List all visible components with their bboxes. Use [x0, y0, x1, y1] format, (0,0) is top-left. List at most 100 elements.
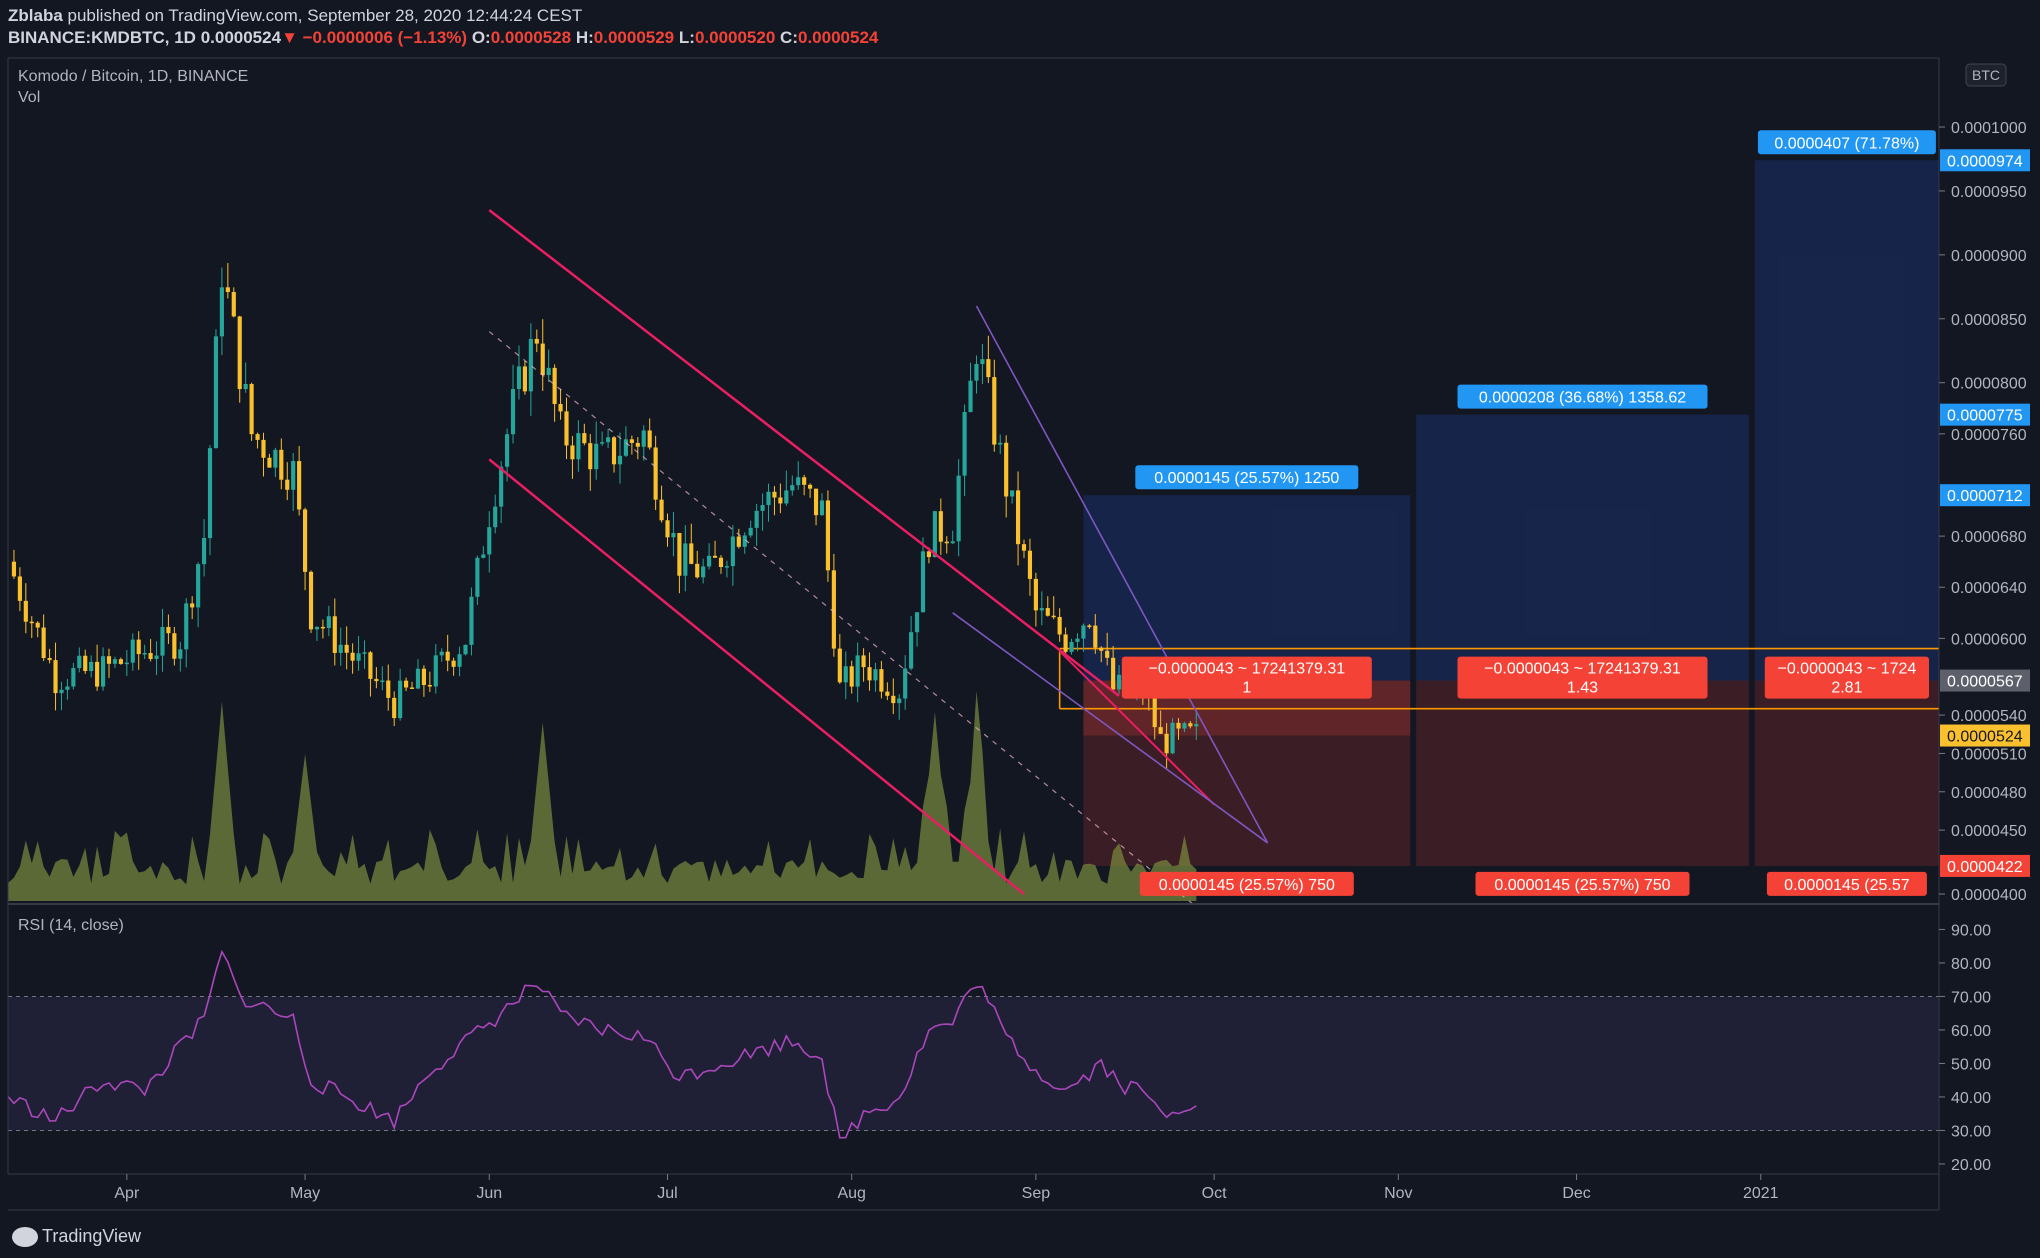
candle — [356, 636, 361, 671]
candle — [766, 483, 771, 522]
candle-body — [1045, 608, 1050, 616]
rsi-label: RSI (14, close) — [18, 917, 124, 934]
target-zone — [1083, 495, 1411, 681]
candle — [35, 621, 40, 638]
candle — [308, 570, 314, 633]
candle — [1188, 720, 1193, 729]
candle-body — [522, 366, 527, 392]
candle-body — [808, 484, 813, 489]
candle — [992, 359, 997, 452]
candle — [522, 360, 527, 395]
candle-body — [1069, 641, 1074, 652]
candle-body — [124, 662, 129, 665]
author-name[interactable]: Zblaba — [8, 6, 63, 25]
candle — [398, 668, 403, 721]
candle-body — [481, 554, 486, 558]
candle-body — [909, 632, 914, 669]
candle — [11, 549, 17, 579]
candle-body — [213, 336, 219, 449]
candle-body — [1033, 578, 1038, 611]
candle-body — [59, 689, 64, 694]
candle-body — [47, 657, 52, 661]
price-marker-text: 0.0000567 — [1947, 674, 2023, 691]
candle — [944, 536, 949, 554]
price-marker-text: 0.0000974 — [1947, 153, 2023, 170]
candle — [178, 641, 183, 672]
candle-body — [611, 437, 617, 465]
candle — [1004, 435, 1009, 518]
rsi-tick-label: 40.00 — [1951, 1090, 1991, 1107]
candle-body — [71, 668, 76, 687]
candle-body — [302, 509, 308, 572]
candle-body — [707, 555, 712, 567]
candle — [677, 532, 682, 594]
candle-body — [546, 367, 551, 375]
candle-body — [469, 596, 474, 645]
rsi-tick-label: 20.00 — [1951, 1157, 1991, 1174]
stop-label-box — [1475, 871, 1690, 896]
channel-extension-line — [1058, 650, 1215, 806]
candle — [980, 343, 985, 385]
time-tick-label: Sep — [1022, 1185, 1051, 1202]
price-change: −0.0000006 (−1.13%) — [302, 28, 468, 47]
candle — [1039, 591, 1044, 626]
target-label-text: 0.0000407 (71.78%) — [1774, 135, 1919, 152]
price-axis[interactable]: 0.00010000.00009500.00009000.00008500.00… — [1939, 120, 2027, 1174]
currency-badge-box[interactable] — [1965, 63, 2007, 87]
candle-body — [576, 433, 581, 460]
candle-body — [77, 655, 82, 669]
brand-name[interactable]: TradingView — [42, 1226, 142, 1246]
candle — [861, 648, 866, 682]
candle — [790, 475, 795, 496]
candle — [1021, 539, 1027, 559]
candle-body — [843, 666, 848, 683]
candle — [213, 329, 219, 449]
time-axis[interactable]: Apr May Jun Jul Aug Sep Oct Nov Dec 2021 — [114, 1174, 1779, 1202]
candle — [950, 530, 955, 544]
candle — [1027, 538, 1033, 596]
candle-body — [380, 680, 385, 683]
candle — [1010, 490, 1015, 504]
candle-body — [736, 536, 741, 547]
wedge-upper-line — [975, 305, 1269, 844]
candle — [148, 639, 153, 662]
price-tick-label: 0.0000640 — [1951, 580, 2027, 597]
candle — [712, 540, 718, 558]
risk-ratio-text: 2.81 — [1831, 680, 1862, 697]
candle-body — [594, 443, 599, 470]
candle — [1045, 596, 1050, 617]
chart-frame — [7, 57, 1940, 1211]
price-marker-text: 0.0000712 — [1947, 488, 2023, 505]
candle — [938, 498, 943, 555]
currency-text: BTC — [1972, 67, 2000, 83]
candle — [641, 425, 646, 461]
candle-body — [671, 532, 676, 538]
candle-body — [29, 621, 34, 624]
candle — [142, 644, 147, 660]
candle-body — [172, 633, 177, 659]
candle-body — [279, 449, 284, 480]
candle — [17, 567, 22, 612]
candle-body — [980, 359, 985, 364]
candle-body — [148, 653, 153, 659]
chart-canvas[interactable]: 0.00010000.00009500.00009000.00008500.00… — [0, 54, 2040, 1216]
candle — [742, 532, 747, 554]
candle-body — [433, 655, 438, 687]
candle-body — [421, 668, 426, 686]
candle-body — [100, 656, 106, 687]
candle-body — [689, 543, 694, 564]
price-marker-target: 0.0000712 — [1940, 484, 2030, 507]
price-marker-box — [1940, 669, 2030, 692]
candle — [243, 362, 248, 393]
candle — [635, 437, 640, 460]
target-label-box — [1135, 465, 1359, 490]
rsi-tick-label: 30.00 — [1951, 1123, 1991, 1140]
candle — [736, 528, 741, 549]
currency-badge[interactable]: BTC — [1965, 63, 2007, 87]
tradingview-logo-icon[interactable] — [12, 1227, 38, 1247]
candle-body — [475, 557, 480, 597]
candle-body — [695, 563, 700, 578]
candle-body — [1170, 722, 1175, 754]
candle — [201, 519, 207, 577]
candle-body — [600, 442, 605, 444]
